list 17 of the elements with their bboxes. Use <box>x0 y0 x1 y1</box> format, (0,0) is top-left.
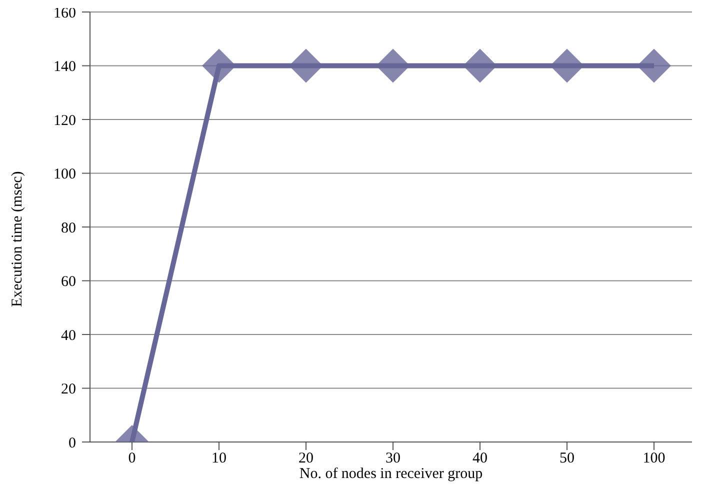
x-tick-label: 50 <box>560 450 574 467</box>
x-tick-label: 0 <box>128 450 136 467</box>
y-tick-label: 120 <box>54 112 76 129</box>
y-tick-label: 60 <box>61 274 76 290</box>
x-tick-label: 10 <box>212 450 226 467</box>
y-tick-label: 0 <box>68 435 76 452</box>
x-tick-label: 30 <box>386 450 400 467</box>
y-axis-title: Execution time (msec) <box>9 171 26 307</box>
y-tick-label: 80 <box>61 220 76 236</box>
x-axis-title: No. of nodes in receiver group <box>299 466 483 482</box>
y-tick-label: 40 <box>61 328 76 344</box>
y-tick-label: 140 <box>54 59 76 76</box>
y-tick-label: 20 <box>61 382 76 398</box>
x-tick-label: 20 <box>298 450 314 467</box>
x-tick-label: 100 <box>642 450 666 467</box>
y-tick-label: 100 <box>54 166 76 183</box>
x-tick-label: 40 <box>472 450 488 467</box>
